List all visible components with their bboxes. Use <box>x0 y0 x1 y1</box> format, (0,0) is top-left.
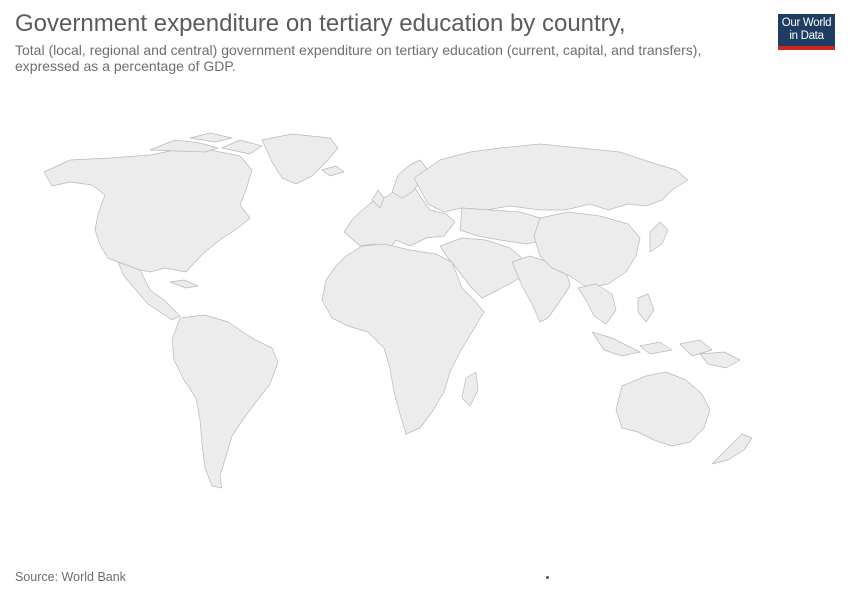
country-middle-east[interactable] <box>439 237 525 299</box>
country-canada-arctic[interactable] <box>149 132 263 155</box>
page-title: Government expenditure on tertiary educa… <box>15 10 626 37</box>
country-south-america[interactable] <box>171 314 279 489</box>
country-philippines[interactable] <box>637 293 655 323</box>
country-india[interactable] <box>511 255 571 323</box>
country-new-guinea[interactable] <box>699 351 741 369</box>
country-madagascar[interactable] <box>461 371 479 407</box>
footer-dot <box>546 576 549 579</box>
country-greenland[interactable] <box>261 133 339 185</box>
country-africa[interactable] <box>321 243 485 435</box>
country-uk[interactable] <box>371 189 385 209</box>
country-central-america[interactable] <box>117 261 181 321</box>
country-north-america[interactable] <box>43 149 253 273</box>
country-japan[interactable] <box>649 221 669 253</box>
country-new-zealand[interactable] <box>711 433 753 465</box>
country-iceland[interactable] <box>321 165 345 177</box>
our-world-in-data-logo[interactable]: Our World in Data <box>778 14 835 50</box>
country-australia[interactable] <box>615 371 711 447</box>
country-southeast-asia[interactable] <box>577 283 617 325</box>
country-indonesia[interactable] <box>591 331 713 357</box>
country-china[interactable] <box>533 211 641 289</box>
country-cuba[interactable] <box>169 279 199 289</box>
country-russia[interactable] <box>413 143 689 213</box>
source-note[interactable]: Source: World Bank <box>15 570 126 584</box>
page-subtitle: Total (local, regional and central) gove… <box>15 42 702 74</box>
